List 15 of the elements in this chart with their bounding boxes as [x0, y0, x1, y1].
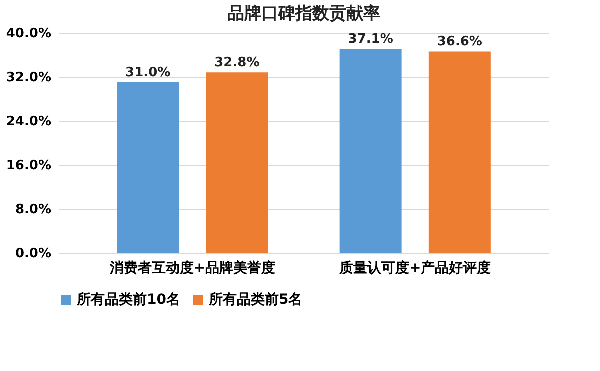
x-tick-label: 质量认可度+产品好评度 [338, 260, 492, 276]
y-tick-label: 40.0% [6, 26, 52, 42]
data-label: 32.8% [214, 56, 260, 71]
data-label: 36.6% [437, 34, 482, 50]
y-tick-label: 32.0% [6, 70, 52, 86]
legend-label: 所有品类前10名 [76, 292, 180, 308]
y-tick-label: 8.0% [15, 202, 52, 218]
data-label: 37.1% [348, 32, 394, 47]
data-label: 31.0% [126, 66, 171, 80]
x-tick-label: 消费者互动度+品牌美誉度 [108, 260, 276, 276]
y-tick-label: 24.0% [6, 114, 52, 130]
chart-title: 品牌口碑指数贡献率 [228, 4, 380, 24]
y-tick-label: 16.0% [6, 158, 52, 174]
legend-label: 所有品类前5名 [208, 292, 303, 308]
y-tick-label: 0.0% [15, 246, 52, 262]
